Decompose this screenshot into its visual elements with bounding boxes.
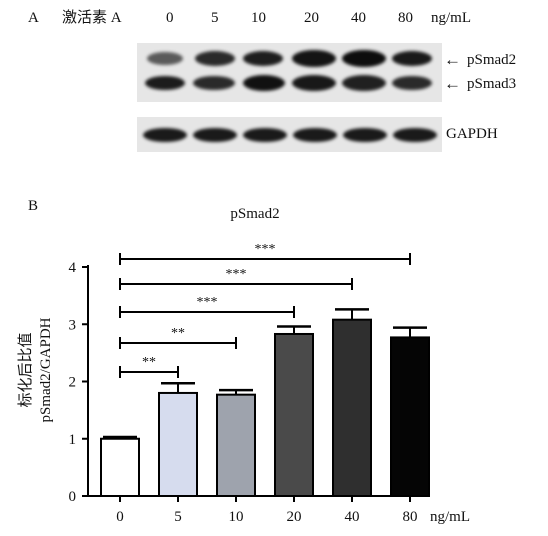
band-gapdh-lane5 — [343, 128, 387, 142]
bar — [158, 391, 198, 498]
y-tick-label: 4 — [69, 260, 77, 276]
panel-a-label: A — [28, 10, 39, 26]
band-psmad3-lane3 — [243, 75, 285, 91]
y-tick-label: 0 — [69, 489, 77, 505]
band-psmad3-lane4 — [292, 75, 336, 91]
conc-label-5: 5 — [211, 10, 219, 26]
x-tick-label: 20 — [287, 509, 302, 525]
significance-label: *** — [255, 242, 276, 257]
bar — [390, 336, 430, 498]
conc-label-10: 10 — [251, 10, 266, 26]
x-tick-label: 5 — [174, 509, 182, 525]
x-tick-label: 40 — [345, 509, 360, 525]
bar — [332, 318, 372, 498]
label-gapdh-band: GAPDH — [446, 126, 498, 142]
conc-unit-label: ng/mL — [431, 10, 471, 26]
band-psmad3-lane6 — [392, 76, 432, 90]
panel-b-label: B — [28, 198, 39, 214]
band-psmad2-lane2 — [195, 51, 235, 66]
conc-label-0: 0 — [166, 10, 174, 26]
significance-label: *** — [197, 295, 218, 310]
x-tick-label: 80 — [403, 509, 418, 525]
band-gapdh-lane1 — [143, 128, 187, 142]
x-tick-label: 10 — [229, 509, 244, 525]
band-gapdh-lane2 — [193, 128, 237, 142]
treatment-label: 激活素 A — [62, 10, 122, 26]
y-tick-label: 1 — [69, 432, 77, 448]
arrow-psmad3: ← — [444, 74, 461, 93]
bar — [100, 437, 140, 497]
y-axis-label-line1: 标化后比值 — [17, 332, 34, 407]
band-gapdh-lane3 — [243, 128, 287, 142]
bar — [216, 393, 256, 498]
blot-psmad-membrane — [137, 43, 442, 102]
arrow-psmad2: ← — [444, 50, 461, 69]
label-psmad2-band: pSmad2 — [467, 52, 517, 68]
significance-label: ** — [171, 326, 185, 341]
conc-label-40: 40 — [351, 10, 366, 26]
band-psmad3-lane1 — [145, 76, 185, 90]
label-psmad3-band: pSmad3 — [467, 76, 517, 92]
chart-title: pSmad2 — [230, 206, 279, 222]
band-psmad3-lane5 — [342, 75, 386, 91]
y-axis-label-line2: pSmad2/GAPDH — [38, 317, 54, 422]
band-gapdh-lane6 — [393, 128, 437, 142]
y-tick-label: 2 — [69, 375, 77, 391]
conc-label-80: 80 — [398, 10, 413, 26]
blot-gapdh-membrane — [137, 117, 442, 152]
band-psmad2-lane5 — [342, 50, 386, 67]
band-psmad2-lane3 — [243, 51, 283, 66]
band-psmad2-lane1 — [147, 52, 183, 65]
band-psmad2-lane6 — [392, 51, 432, 66]
band-psmad3-lane2 — [193, 76, 235, 90]
y-tick-label: 3 — [69, 317, 77, 333]
band-psmad2-lane4 — [292, 50, 336, 67]
x-axis-unit: ng/mL — [430, 509, 470, 525]
significance-label: ** — [142, 355, 156, 370]
band-gapdh-lane4 — [293, 128, 337, 142]
x-tick-label: 0 — [116, 509, 124, 525]
bar — [274, 332, 314, 498]
significance-label: *** — [226, 267, 247, 282]
conc-label-20: 20 — [304, 10, 319, 26]
